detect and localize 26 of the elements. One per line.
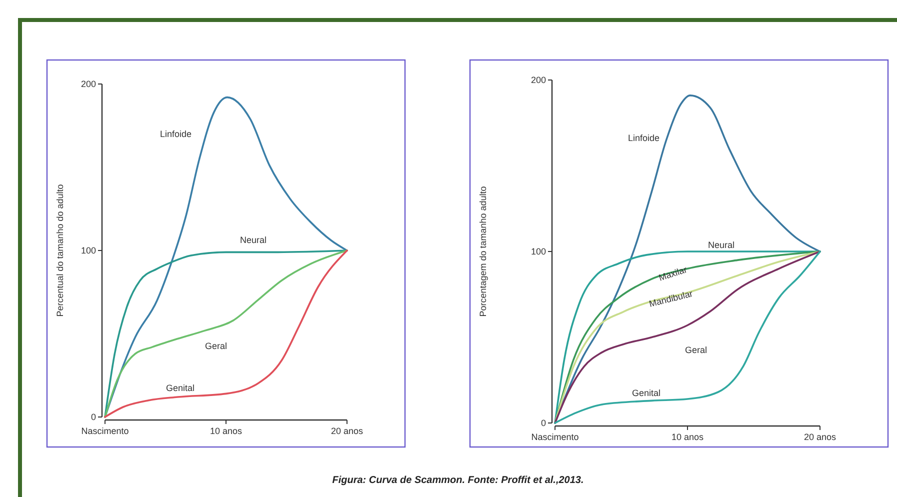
x-tick-label: Nascimento [531, 432, 579, 442]
y-tick-label: 0 [540, 418, 546, 428]
series-label: Geral [685, 345, 708, 355]
y-tick-label: 200 [530, 75, 546, 86]
y-tick-label: 200 [80, 79, 96, 90]
x-tick-label: 10 anos [210, 426, 243, 436]
series-label: Genital [632, 388, 661, 398]
x-tick-label: 20 anos [330, 426, 364, 436]
series-label: Neural [240, 235, 267, 245]
line-series [104, 250, 348, 418]
y-axis-title: Percentual do tamanho do adulto [55, 184, 65, 317]
x-tick-label: Nascimento [81, 426, 129, 436]
x-tick-label: 10 anos [671, 432, 704, 442]
series-label: Genital [166, 383, 195, 393]
series-label: Linfoide [628, 133, 660, 143]
series-label: Linfoide [160, 129, 192, 139]
x-tick-label: 20 anos [804, 432, 837, 442]
y-tick-label: 0 [90, 412, 96, 422]
y-tick-label: 100 [80, 246, 96, 256]
series-label: Geral [205, 341, 228, 351]
y-axis-title: Porcentagem do tamanho adulto [478, 186, 488, 317]
text: Figura: Curva de Scammon. Fonte: Proffit et al.,2013. [332, 475, 584, 486]
series-label: Neural [708, 240, 735, 250]
line-series [554, 250, 821, 424]
y-tick-label: 100 [530, 246, 546, 257]
text: Maxilar [658, 264, 688, 283]
